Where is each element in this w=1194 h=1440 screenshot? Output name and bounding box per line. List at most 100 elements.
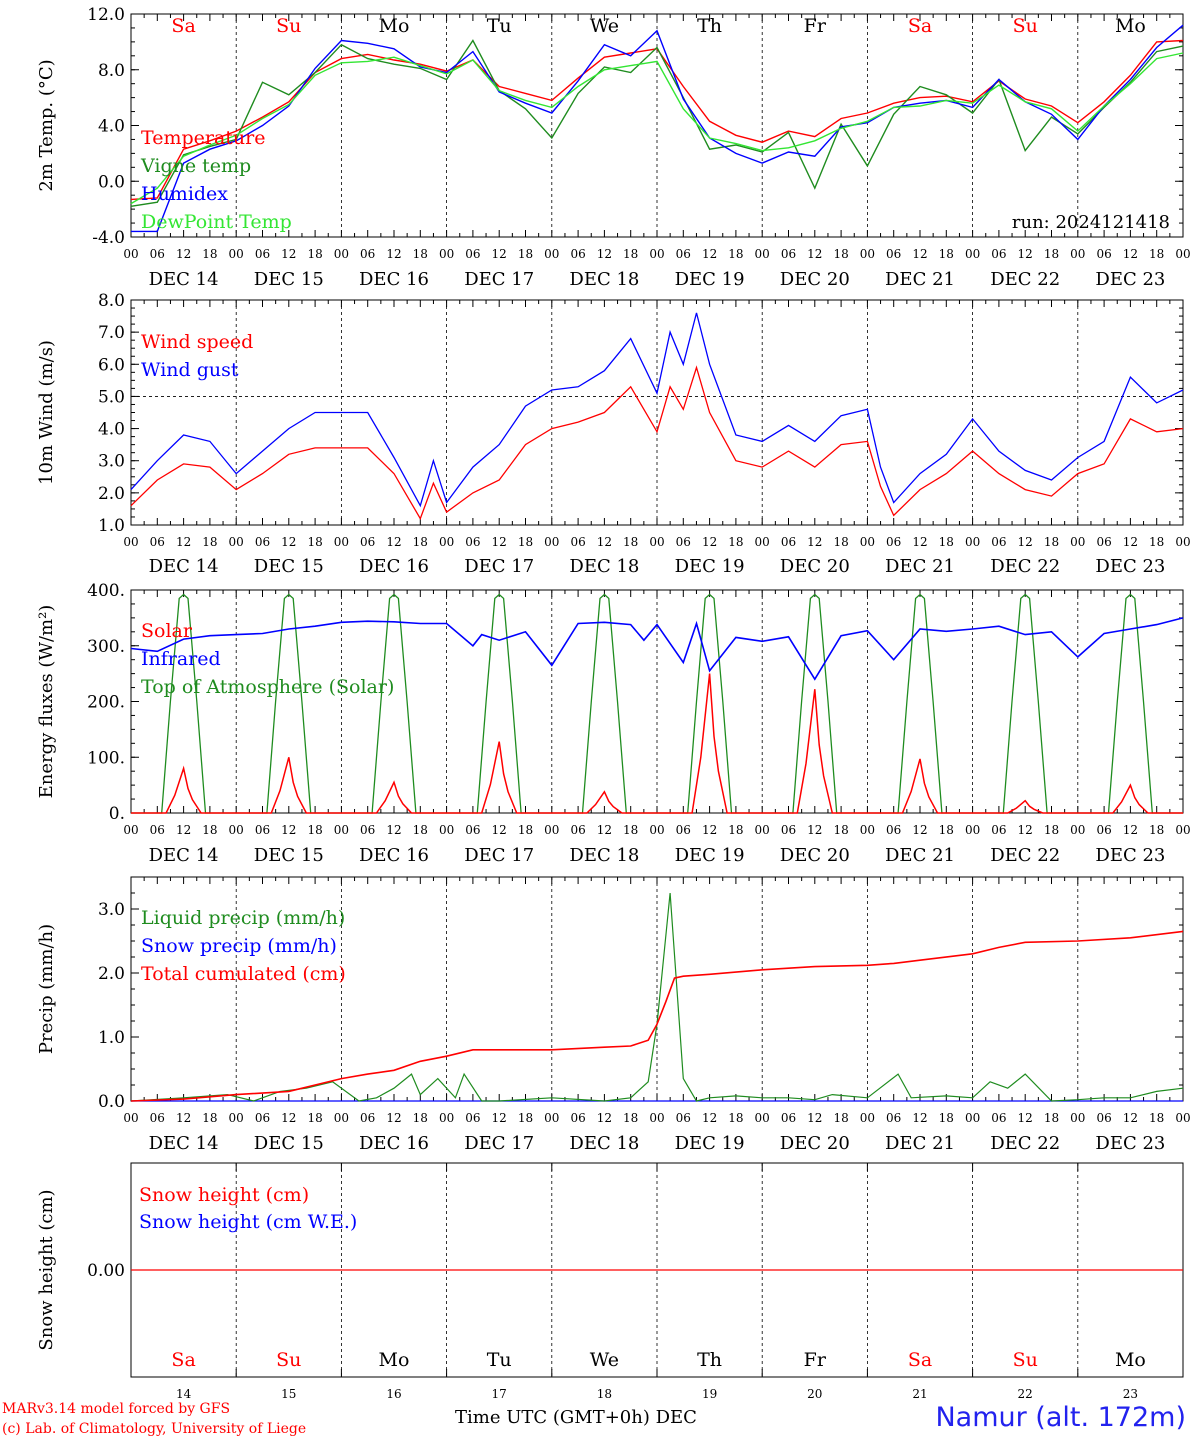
temp-hour-label: 18 <box>939 247 954 261</box>
temp-hour-label: 18 <box>518 247 533 261</box>
temp-hour-label: 12 <box>176 247 191 261</box>
flux-date-label: DEC 19 <box>675 845 745 866</box>
precip-hour-label: 00 <box>123 1111 138 1125</box>
flux-hour-label: 18 <box>728 823 743 837</box>
precip-ytick-label: 3.0 <box>98 900 125 920</box>
precip-hour-label: 06 <box>255 1111 270 1125</box>
flux-hour-label: 18 <box>939 823 954 837</box>
flux-hour-label: 06 <box>781 823 796 837</box>
temp-hour-label: 06 <box>991 247 1006 261</box>
wind-hour-label: 18 <box>939 535 954 549</box>
wind-ytick-label: 3.0 <box>98 452 125 472</box>
precip-hour-label: 18 <box>939 1111 954 1125</box>
day-number-label: 15 <box>281 1387 296 1401</box>
wind-date-label: DEC 20 <box>780 556 850 577</box>
temp-hour-label: 06 <box>886 247 901 261</box>
temp-hour-label: 12 <box>492 247 507 261</box>
flux-hour-label: 00 <box>123 823 138 837</box>
precip-hour-label: 12 <box>492 1111 507 1125</box>
temp-hour-label: 00 <box>334 247 349 261</box>
temp-hour-label: 18 <box>623 247 638 261</box>
flux-date-label: DEC 17 <box>464 845 534 866</box>
wind-hour-label: 12 <box>492 535 507 549</box>
temp-day-name: Mo <box>379 15 410 37</box>
snow-day-name: We <box>590 1349 619 1371</box>
precip-hour-label: 06 <box>676 1111 691 1125</box>
wind-hour-label: 00 <box>1070 535 1085 549</box>
temp-hour-label: 18 <box>1149 247 1164 261</box>
wind-ytick-label: 1.0 <box>98 516 125 536</box>
wind-date-label: DEC 17 <box>464 556 534 577</box>
precip-hour-label: 18 <box>1149 1111 1164 1125</box>
precip-hour-label: 00 <box>229 1111 244 1125</box>
temp-hour-label: 12 <box>912 247 927 261</box>
wind-hour-label: 12 <box>281 535 296 549</box>
flux-hour-label: 18 <box>202 823 217 837</box>
flux-date-label: DEC 16 <box>359 845 429 866</box>
precip-hour-label: 00 <box>1070 1111 1085 1125</box>
day-number-label: 20 <box>807 1387 822 1401</box>
wind-hour-label: 06 <box>255 535 270 549</box>
temp-hour-label: 18 <box>833 247 848 261</box>
wind-hour-label: 00 <box>860 535 875 549</box>
wind-hour-label: 18 <box>1044 535 1059 549</box>
wind-hour-label: 06 <box>781 535 796 549</box>
temp-hour-label: 18 <box>413 247 428 261</box>
flux-hour-label: 12 <box>1018 823 1033 837</box>
wind-ytick-label: 4.0 <box>98 420 125 440</box>
wind-date-label: DEC 23 <box>1095 556 1165 577</box>
day-number-label: 14 <box>176 1387 192 1401</box>
temp-ytick-label: 4.0 <box>98 117 125 137</box>
temp-day-name: Su <box>1013 15 1038 37</box>
flux-hour-label: 12 <box>912 823 927 837</box>
wind-legend-item: Wind gust <box>141 359 239 381</box>
wind-hour-label: 00 <box>965 535 980 549</box>
temp-hour-label: 00 <box>1175 247 1190 261</box>
temp-day-name: Fr <box>804 15 827 37</box>
precip-hour-label: 00 <box>334 1111 349 1125</box>
precip-hour-label: 00 <box>965 1111 980 1125</box>
precip-legend-item: Snow precip (mm/h) <box>141 935 337 957</box>
flux-hour-label: 00 <box>544 823 559 837</box>
temp-hour-label: 06 <box>676 247 691 261</box>
wind-ytick-label: 7.0 <box>98 323 125 343</box>
flux-ytick-label: 400. <box>87 581 125 601</box>
snow-day-name: Su <box>1013 1349 1038 1371</box>
precip-hour-label: 12 <box>912 1111 927 1125</box>
temp-legend-item: Humidex <box>141 183 228 205</box>
temp-hour-label: 12 <box>807 247 822 261</box>
flux-series-line <box>131 673 1183 814</box>
wind-hour-label: 12 <box>597 535 612 549</box>
wind-hour-label: 12 <box>1123 535 1138 549</box>
flux-date-label: DEC 18 <box>569 845 639 866</box>
flux-hour-label: 00 <box>334 823 349 837</box>
precip-hour-label: 00 <box>649 1111 664 1125</box>
wind-hour-label: 00 <box>229 535 244 549</box>
temp-day-name: Sa <box>171 15 195 37</box>
flux-hour-label: 12 <box>176 823 191 837</box>
wind-hour-label: 12 <box>176 535 191 549</box>
snow-ytick-label: 0.00 <box>87 1261 125 1281</box>
flux-hour-label: 18 <box>307 823 322 837</box>
wind-hour-label: 12 <box>386 535 401 549</box>
precip-hour-label: 06 <box>360 1111 375 1125</box>
wind-date-label: DEC 22 <box>990 556 1060 577</box>
flux-hour-label: 18 <box>1149 823 1164 837</box>
wind-ytick-label: 8.0 <box>98 291 125 311</box>
day-number-label: 19 <box>702 1387 717 1401</box>
snow-panel: 0.00 Snow height (cm) Snow height (cm) Snow… <box>36 1162 1184 1401</box>
flux-hour-label: 18 <box>1044 823 1059 837</box>
temp-hour-label: 12 <box>702 247 717 261</box>
flux-legend-item: Top of Atmosphere (Solar) <box>141 676 394 698</box>
wind-hour-label: 18 <box>833 535 848 549</box>
precip-hour-label: 00 <box>755 1111 770 1125</box>
temp-hour-label: 18 <box>202 247 217 261</box>
temp-hour-label: 00 <box>229 247 244 261</box>
wind-legend-item: Wind speed <box>141 331 253 353</box>
wind-ytick-label: 2.0 <box>98 484 125 504</box>
day-number-label: 22 <box>1018 1387 1033 1401</box>
precip-hour-label: 12 <box>807 1111 822 1125</box>
temp-day-name: We <box>590 15 619 37</box>
flux-hour-label: 06 <box>886 823 901 837</box>
flux-ylabel: Energy fluxes (W/m²) <box>36 605 57 799</box>
